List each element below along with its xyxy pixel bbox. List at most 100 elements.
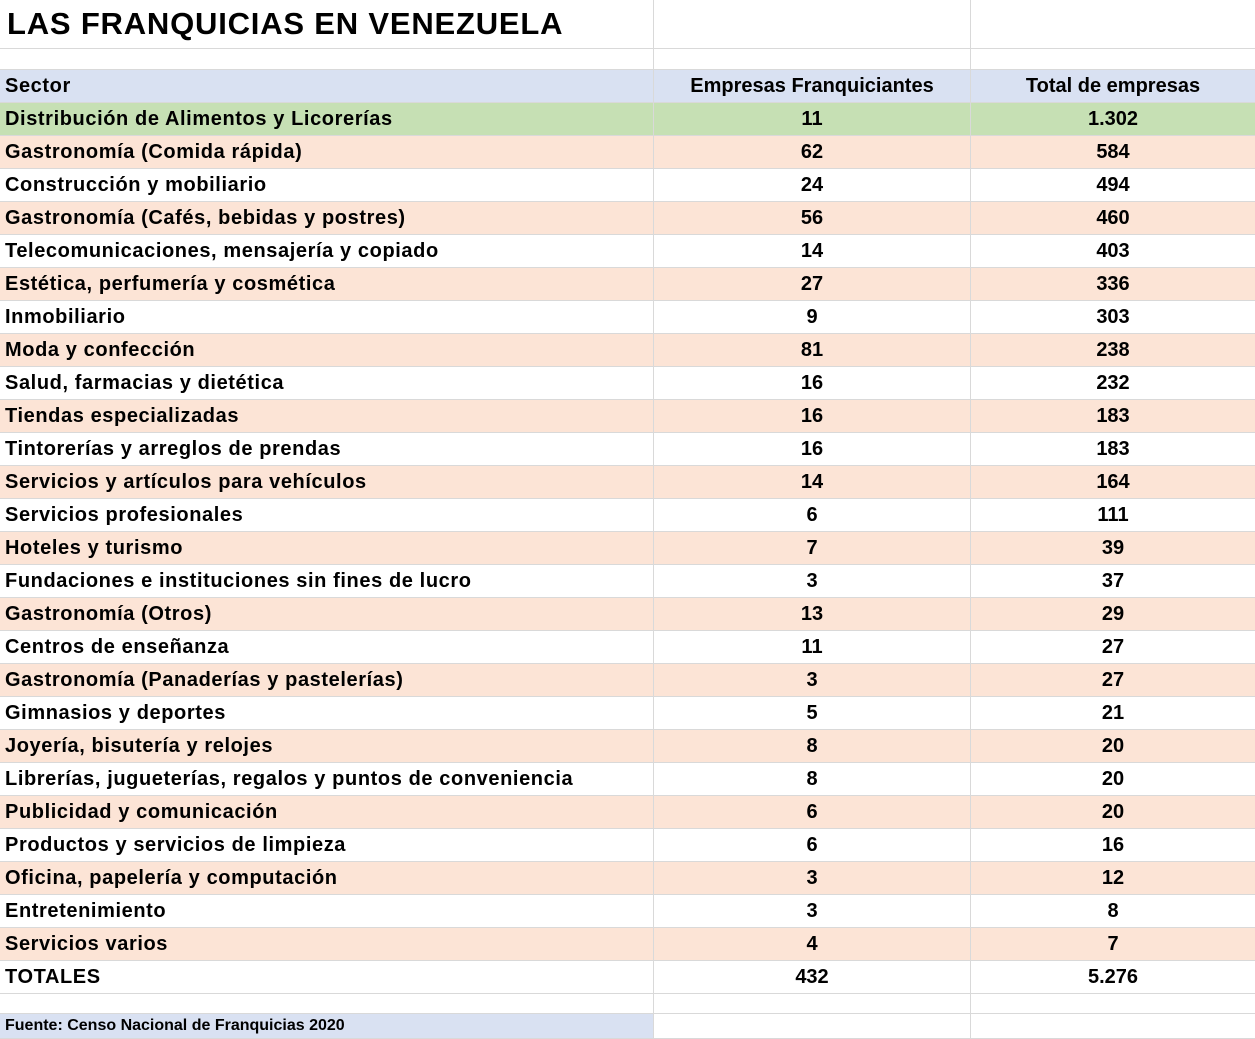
franquiciantes-cell[interactable]: 8 xyxy=(654,730,971,763)
sector-cell[interactable]: Distribución de Alimentos y Licorerías xyxy=(0,103,654,136)
sector-cell[interactable]: Hoteles y turismo xyxy=(0,532,654,565)
franquiciantes-cell[interactable]: 3 xyxy=(654,565,971,598)
franquiciantes-cell[interactable]: 9 xyxy=(654,301,971,334)
total-cell[interactable]: 8 xyxy=(971,895,1255,928)
source-note[interactable]: Fuente: Censo Nacional de Franquicias 20… xyxy=(0,1014,654,1039)
sector-cell[interactable]: Servicios varios xyxy=(0,928,654,961)
sector-cell[interactable]: Fundaciones e instituciones sin fines de… xyxy=(0,565,654,598)
sector-cell[interactable]: Construcción y mobiliario xyxy=(0,169,654,202)
franquiciantes-cell[interactable]: 16 xyxy=(654,433,971,466)
total-cell[interactable]: 39 xyxy=(971,532,1255,565)
column-header-franquiciantes[interactable]: Empresas Franquiciantes xyxy=(654,70,971,103)
total-cell[interactable]: 20 xyxy=(971,763,1255,796)
sector-cell[interactable]: Estética, perfumería y cosmética xyxy=(0,268,654,301)
total-cell[interactable]: 183 xyxy=(971,400,1255,433)
franquiciantes-cell[interactable]: 13 xyxy=(654,598,971,631)
franquiciantes-cell[interactable]: 27 xyxy=(654,268,971,301)
sector-cell[interactable]: Servicios profesionales xyxy=(0,499,654,532)
total-cell[interactable]: 403 xyxy=(971,235,1255,268)
franquiciantes-cell[interactable]: 24 xyxy=(654,169,971,202)
franquiciantes-cell[interactable]: 6 xyxy=(654,499,971,532)
franquiciantes-cell[interactable]: 81 xyxy=(654,334,971,367)
empty-cell[interactable] xyxy=(0,49,654,70)
empty-cell[interactable] xyxy=(654,1014,971,1039)
column-header-sector[interactable]: Sector xyxy=(0,70,654,103)
title-row: LAS FRANQUICIAS EN VENEZUELA xyxy=(0,0,1255,49)
franquiciantes-cell[interactable]: 56 xyxy=(654,202,971,235)
total-cell[interactable]: 37 xyxy=(971,565,1255,598)
franquiciantes-cell[interactable]: 14 xyxy=(654,235,971,268)
sector-cell[interactable]: Librerías, jugueterías, regalos y puntos… xyxy=(0,763,654,796)
total-cell[interactable]: 21 xyxy=(971,697,1255,730)
total-cell[interactable]: 164 xyxy=(971,466,1255,499)
total-cell[interactable]: 12 xyxy=(971,862,1255,895)
total-cell[interactable]: 111 xyxy=(971,499,1255,532)
total-cell[interactable]: 20 xyxy=(971,730,1255,763)
sector-cell[interactable]: Tintorerías y arreglos de prendas xyxy=(0,433,654,466)
franquiciantes-cell[interactable]: 8 xyxy=(654,763,971,796)
empty-cell[interactable] xyxy=(0,993,654,1014)
sector-cell[interactable]: Gastronomía (Panaderías y pastelerías) xyxy=(0,664,654,697)
franquiciantes-cell[interactable]: 16 xyxy=(654,400,971,433)
franquiciantes-cell[interactable]: 6 xyxy=(654,829,971,862)
sector-cell[interactable]: Servicios y artículos para vehículos xyxy=(0,466,654,499)
total-cell[interactable]: 7 xyxy=(971,928,1255,961)
sector-cell[interactable]: Gastronomía (Cafés, bebidas y postres) xyxy=(0,202,654,235)
franquiciantes-cell[interactable]: 5 xyxy=(654,697,971,730)
franquiciantes-cell[interactable]: 16 xyxy=(654,367,971,400)
table-row: Moda y confección 81 238 xyxy=(0,334,1255,367)
total-cell[interactable]: 20 xyxy=(971,796,1255,829)
franquiciantes-cell[interactable]: 432 xyxy=(654,961,971,994)
table-row: Gastronomía (Cafés, bebidas y postres) 56… xyxy=(0,202,1255,235)
sector-cell[interactable]: Telecomunicaciones, mensajería y copiado xyxy=(0,235,654,268)
sector-cell[interactable]: Centros de enseñanza xyxy=(0,631,654,664)
total-cell[interactable]: 29 xyxy=(971,598,1255,631)
franquiciantes-cell[interactable]: 11 xyxy=(654,103,971,136)
franquiciantes-cell[interactable]: 3 xyxy=(654,664,971,697)
franquiciantes-cell[interactable]: 11 xyxy=(654,631,971,664)
total-cell[interactable]: 460 xyxy=(971,202,1255,235)
empty-cell[interactable] xyxy=(971,1014,1255,1039)
empty-cell[interactable] xyxy=(971,993,1255,1014)
sector-cell[interactable]: Gastronomía (Otros) xyxy=(0,598,654,631)
total-cell[interactable]: 232 xyxy=(971,367,1255,400)
sector-cell[interactable]: Publicidad y comunicación xyxy=(0,796,654,829)
sector-cell[interactable]: Moda y confección xyxy=(0,334,654,367)
sector-cell[interactable]: Entretenimiento xyxy=(0,895,654,928)
empty-cell[interactable] xyxy=(654,49,971,70)
empty-cell[interactable] xyxy=(971,49,1255,70)
total-cell[interactable]: 1.302 xyxy=(971,103,1255,136)
franquiciantes-cell[interactable]: 6 xyxy=(654,796,971,829)
total-cell[interactable]: 238 xyxy=(971,334,1255,367)
total-cell[interactable]: 5.276 xyxy=(971,961,1255,994)
page-title[interactable]: LAS FRANQUICIAS EN VENEZUELA xyxy=(0,0,654,49)
total-cell[interactable]: 303 xyxy=(971,301,1255,334)
sector-cell[interactable]: Tiendas especializadas xyxy=(0,400,654,433)
sector-cell[interactable]: Salud, farmacias y dietética xyxy=(0,367,654,400)
franquiciantes-cell[interactable]: 3 xyxy=(654,895,971,928)
sector-cell[interactable]: TOTALES xyxy=(0,961,654,994)
column-header-total[interactable]: Total de empresas xyxy=(971,70,1255,103)
total-cell[interactable]: 494 xyxy=(971,169,1255,202)
total-cell[interactable]: 183 xyxy=(971,433,1255,466)
sector-cell[interactable]: Gimnasios y deportes xyxy=(0,697,654,730)
total-cell[interactable]: 584 xyxy=(971,136,1255,169)
total-cell[interactable]: 16 xyxy=(971,829,1255,862)
sector-cell[interactable]: Inmobiliario xyxy=(0,301,654,334)
sector-cell[interactable]: Productos y servicios de limpieza xyxy=(0,829,654,862)
franquiciantes-cell[interactable]: 14 xyxy=(654,466,971,499)
franquiciantes-cell[interactable]: 62 xyxy=(654,136,971,169)
franquiciantes-cell[interactable]: 7 xyxy=(654,532,971,565)
franquiciantes-cell[interactable]: 4 xyxy=(654,928,971,961)
sector-cell[interactable]: Oficina, papelería y computación xyxy=(0,862,654,895)
franquiciantes-cell[interactable]: 3 xyxy=(654,862,971,895)
total-cell[interactable]: 27 xyxy=(971,631,1255,664)
empty-cell[interactable] xyxy=(654,0,971,49)
empty-cell[interactable] xyxy=(654,993,971,1014)
total-cell[interactable]: 336 xyxy=(971,268,1255,301)
sector-cell[interactable]: Joyería, bisutería y relojes xyxy=(0,730,654,763)
sector-cell[interactable]: Gastronomía (Comida rápida) xyxy=(0,136,654,169)
empty-cell[interactable] xyxy=(971,0,1255,49)
total-cell[interactable]: 27 xyxy=(971,664,1255,697)
